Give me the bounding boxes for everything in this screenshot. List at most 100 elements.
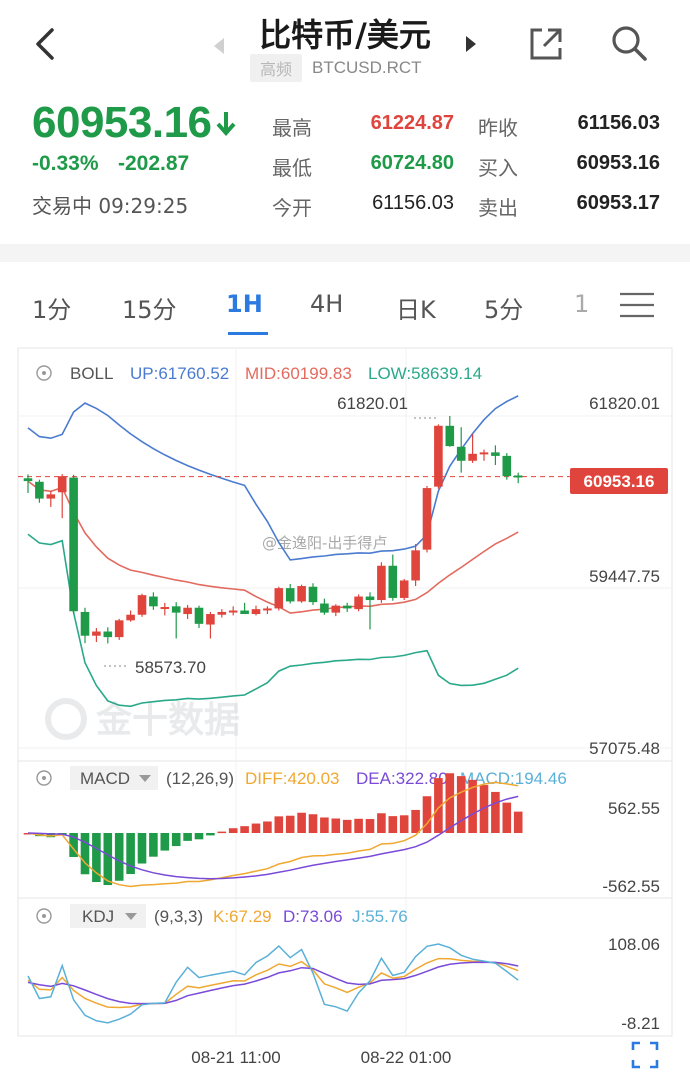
- prev-instrument-icon[interactable]: [214, 38, 224, 54]
- current-price-tag: 60953.16: [570, 468, 668, 494]
- kdj-d-value: D:73.06: [283, 907, 343, 926]
- current-price-label: 60953.16: [584, 472, 655, 491]
- tab-daily[interactable]: 日K: [396, 296, 436, 324]
- kdj-name: KDJ: [82, 907, 114, 926]
- bid-value: 60953.16: [576, 152, 660, 174]
- kdj-pane: [27, 943, 519, 1024]
- macd-name: MACD: [80, 769, 130, 788]
- candle-body: [491, 452, 500, 456]
- kdj-params: (9,3,3): [154, 907, 203, 926]
- macd-settings-icon[interactable]: [36, 770, 52, 786]
- kdj-axis-min: -8.21: [621, 1014, 660, 1033]
- candle-body: [228, 610, 238, 613]
- macd-histogram-bar: [149, 833, 158, 857]
- tab-4h[interactable]: 4H: [310, 290, 344, 318]
- next-instrument-icon[interactable]: [466, 36, 476, 52]
- boll-name[interactable]: BOLL: [70, 364, 113, 383]
- price-axis-min: 57075.48: [589, 739, 660, 758]
- macd-histogram-bar: [502, 802, 512, 833]
- macd-histogram-bar: [92, 833, 101, 883]
- macd-histogram-bar: [445, 773, 455, 833]
- macd-histogram-bar: [468, 779, 477, 833]
- macd-histogram-bar: [513, 811, 523, 833]
- macd-histogram-bar: [354, 818, 363, 833]
- macd-histogram-bar: [411, 809, 420, 833]
- quote-panel: 60953.16 -0.33% -202.87 交易中 09:29:25 最高 …: [0, 92, 690, 242]
- macd-histogram-bar: [46, 833, 56, 838]
- open-label: 今开: [272, 196, 312, 220]
- macd-dea-value: DEA:322.80: [356, 769, 448, 788]
- candle-body: [434, 425, 443, 487]
- kdj-settings-icon-dot: [42, 914, 46, 918]
- kdj-j-value: J:55.76: [352, 907, 408, 926]
- macd-axis-max: 562.55: [608, 799, 660, 818]
- boll-mid-value: MID:60199.83: [245, 364, 352, 383]
- candle-body: [422, 488, 432, 550]
- menu-icon[interactable]: [620, 292, 654, 318]
- top-bar: 比特币/美元 高频 BTCUSD.RCT: [0, 0, 690, 92]
- boll-pane: [18, 395, 570, 708]
- share-icon[interactable]: [526, 24, 566, 64]
- candle-body: [411, 550, 420, 581]
- candle-body: [35, 481, 44, 499]
- candle-body: [263, 608, 272, 611]
- kdj-k-value: K:67.29: [213, 907, 272, 926]
- macd-histogram-bar: [285, 815, 295, 833]
- macd-histogram-bar: [251, 823, 261, 833]
- macd-histogram-bar: [114, 833, 124, 881]
- open-value: 61156.03: [372, 192, 454, 214]
- candle-body: [388, 565, 398, 598]
- current-price-badge: [570, 468, 668, 494]
- macd-histogram-bar: [183, 833, 192, 841]
- kdj-j-line: [27, 943, 519, 1024]
- kdj-d-line: [27, 961, 519, 1005]
- candle-body: [297, 586, 306, 602]
- macd-histogram-bar: [160, 833, 170, 851]
- candle-body: [57, 476, 67, 493]
- candle-body: [92, 631, 101, 636]
- macd-histogram-bar: [69, 833, 78, 857]
- candle-body: [206, 614, 215, 625]
- fullscreen-icon[interactable]: [630, 1040, 660, 1070]
- candle-body: [342, 605, 352, 609]
- weibo-watermark: @金逸阳-出手得卢: [262, 534, 387, 552]
- macd-histogram-bar: [365, 819, 375, 833]
- settings-icon[interactable]: [36, 365, 52, 381]
- candle-body: [114, 620, 124, 638]
- back-icon[interactable]: [28, 24, 64, 64]
- macd-dea-line: [27, 795, 519, 880]
- tab-more[interactable]: 1: [574, 290, 590, 318]
- macd-histogram-bar: [434, 778, 443, 833]
- tab-5min[interactable]: 5分: [484, 296, 524, 324]
- macd-histogram-bar: [263, 821, 272, 833]
- instrument-code: BTCUSD.RCT: [312, 58, 422, 77]
- kdj-dropdown-icon: [125, 913, 137, 920]
- candle-body: [126, 614, 135, 621]
- candle-body: [399, 580, 409, 598]
- time-label-1: 08-21 11:00: [191, 1048, 280, 1067]
- price-chart[interactable]: BOLL UP:61760.52 MID:60199.83 LOW:58639.…: [0, 346, 690, 1087]
- macd-histogram-bar: [456, 776, 466, 833]
- candle-body: [513, 475, 523, 478]
- boll-legend: BOLL UP:61760.52 MID:60199.83 LOW:58639.…: [36, 364, 482, 383]
- tab-1min[interactable]: 1分: [32, 296, 72, 324]
- candle-body: [240, 610, 249, 615]
- macd-histogram-bar: [479, 785, 489, 833]
- macd-histogram-bar: [80, 833, 90, 875]
- ask-label: 卖出: [478, 196, 518, 220]
- tab-15min[interactable]: 15分: [122, 296, 177, 324]
- macd-histogram-bar: [137, 833, 147, 864]
- macd-histogram-bar: [308, 814, 318, 833]
- prev-close-value: 61156.03: [577, 112, 660, 134]
- brand-watermark: 金十数据: [45, 698, 240, 741]
- kdj-settings-icon[interactable]: [36, 908, 52, 924]
- chart-frames: [17, 347, 673, 1037]
- tab-1h[interactable]: 1H: [226, 290, 263, 318]
- search-icon[interactable]: [608, 22, 650, 64]
- price-axis-mid: 59447.75: [589, 567, 660, 586]
- candle-body: [320, 603, 329, 613]
- macd-histogram-bar: [126, 833, 135, 875]
- boll-up-value: UP:61760.52: [130, 364, 229, 383]
- change-percent: -0.33%: [32, 152, 99, 175]
- candle-body: [308, 586, 318, 603]
